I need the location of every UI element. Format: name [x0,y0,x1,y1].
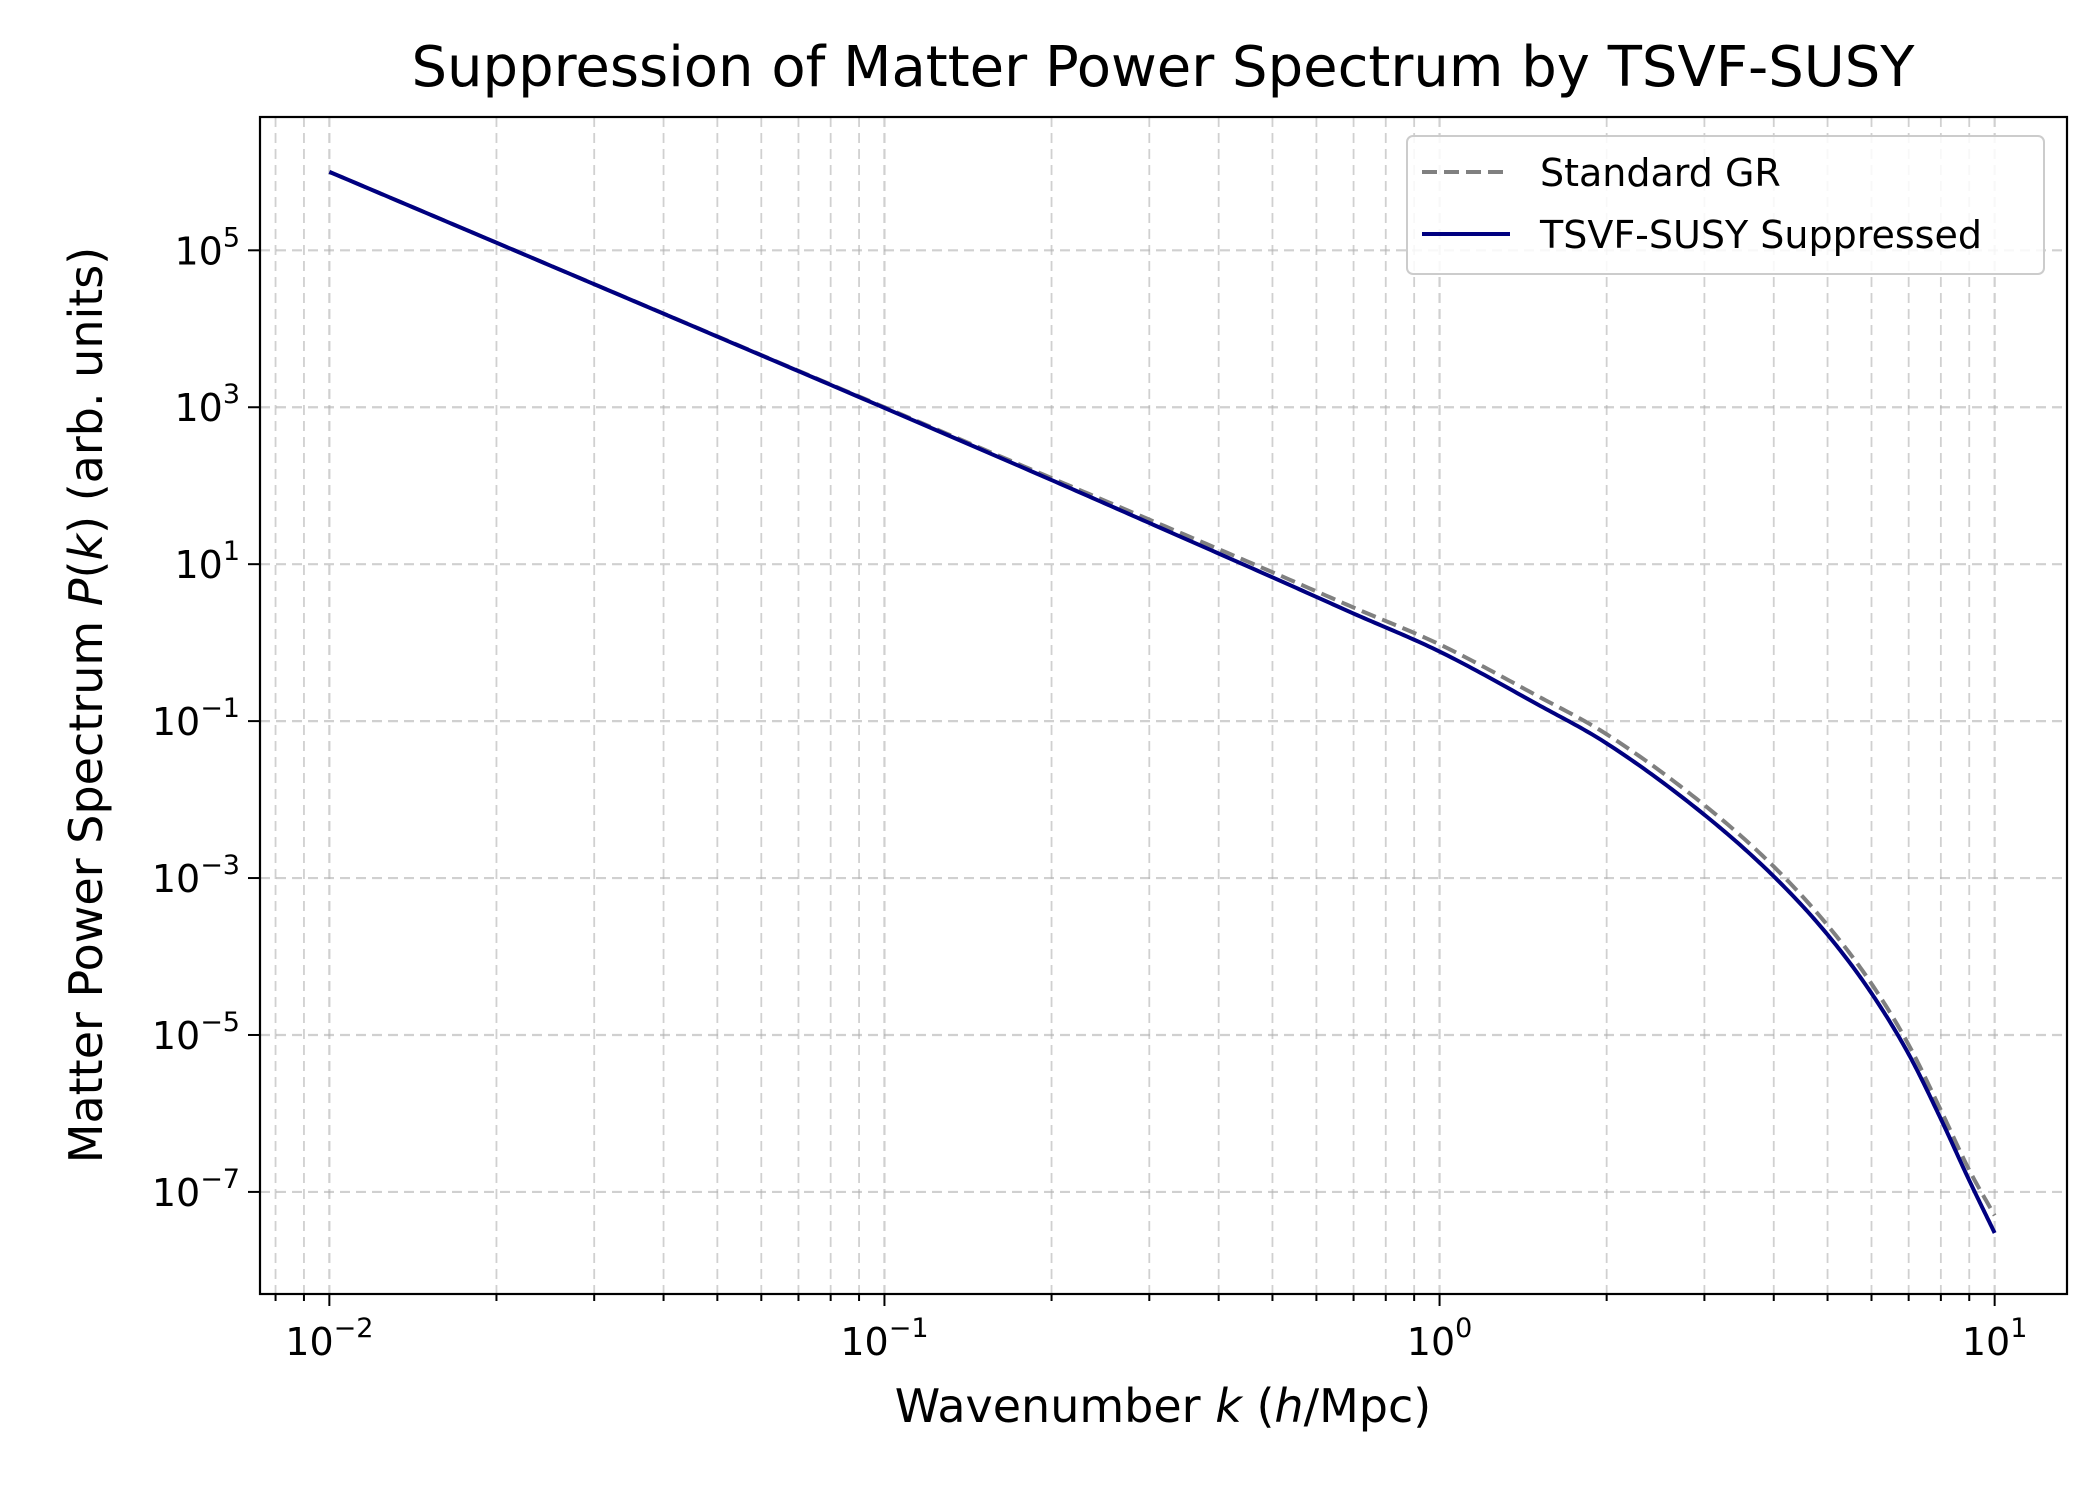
y-tick-label: 105 [174,222,240,273]
y-tick-label: 103 [174,379,240,430]
x-tick-label: 100 [1407,1313,1473,1364]
x-axis-label: Wavenumber k (h/Mpc) [895,1379,1431,1433]
y-tick-label: 10−3 [152,850,240,901]
ticks: 105 103 101 10−1 10−3 10−5 10−7 10−2 10−1 100 101 [152,222,2028,1364]
y-tick-label: 10−7 [152,1164,240,1215]
x-tick-label: 10−2 [285,1313,373,1364]
legend-box [1406,135,2045,275]
y-tick-label: 101 [174,536,240,587]
series-group [328,170,1997,1234]
y-axis-label: Matter Power Spectrum P(k) (arb. units) [59,247,113,1163]
axes-frame [258,115,2069,1296]
y-tick-label: 10−5 [152,1007,240,1058]
x-tick-label: 10−1 [840,1313,928,1364]
legend-label-standard-gr: Standard GR [1540,151,1781,195]
y-tick-label: 10−1 [152,693,240,744]
legend-label-tsvf-susy: TSVF-SUSY Suppressed [1539,213,1982,257]
grid [260,117,2067,1294]
chart-title: Suppression of Matter Power Spectrum by … [412,35,1916,100]
legend: Standard GR TSVF-SUSY Suppressed [1406,135,2045,275]
x-tick-label: 101 [1962,1313,2028,1364]
series-line-tsvf-susy [328,170,1997,1234]
